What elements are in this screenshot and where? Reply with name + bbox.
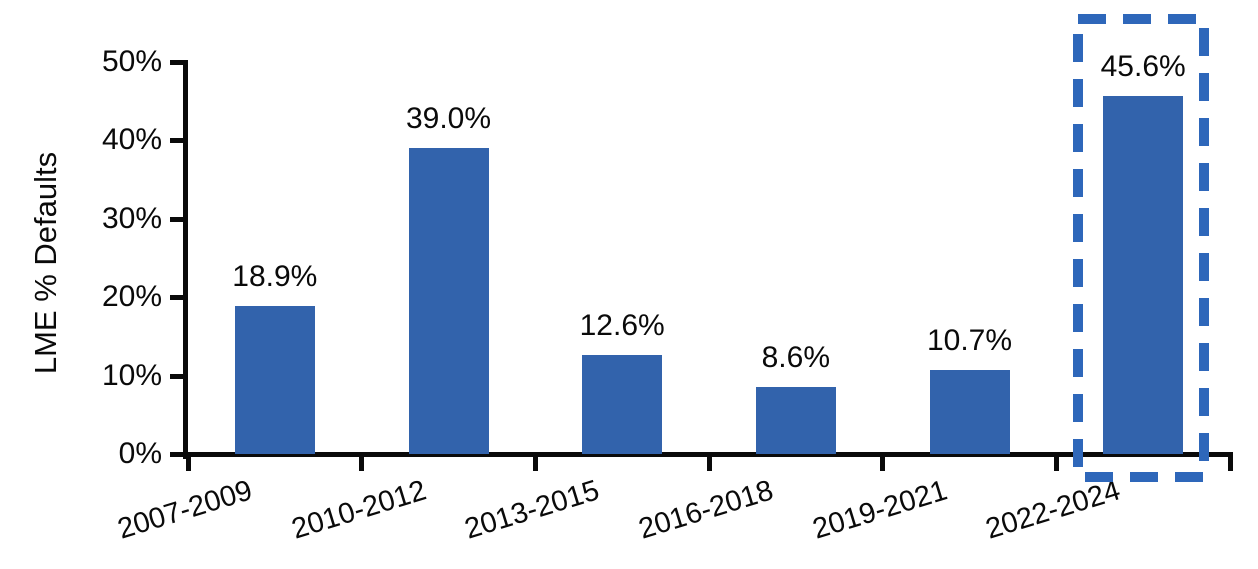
y-tick-label: 40% [101, 123, 162, 157]
bar-2013-2015 [582, 355, 663, 454]
bar-value-label: 18.9% [232, 259, 318, 293]
bar-2016-2018 [755, 386, 836, 454]
bar-value-label: 45.6% [1100, 50, 1186, 84]
y-tick-mark [170, 216, 183, 222]
bar-value-label: 39.0% [405, 102, 492, 136]
y-tick-mark [170, 60, 183, 65]
bar-value-label: 8.6% [761, 340, 831, 374]
x-tick-mark [359, 452, 365, 471]
x-tick-mark [1227, 452, 1233, 471]
y-tick-mark [170, 295, 183, 301]
x-category-label: 2022-2024 [982, 474, 1125, 546]
bar-2019-2021 [929, 370, 1010, 454]
bar-2007-2009 [234, 305, 315, 454]
x-category-label: 2016-2018 [634, 474, 777, 546]
bar-value-label: 12.6% [579, 309, 665, 343]
y-tick-label: 0% [118, 437, 162, 470]
bar-value-label: 10.7% [926, 324, 1013, 358]
bar-2022-2024 [1103, 96, 1184, 454]
bar-2010-2012 [408, 148, 489, 454]
x-category-label: 2013-2015 [461, 474, 604, 546]
y-tick-mark [170, 452, 183, 457]
y-tick-label: 50% [101, 45, 162, 78]
y-tick-label: 20% [101, 280, 162, 314]
x-tick-mark [880, 452, 886, 471]
y-tick-label: 10% [101, 358, 162, 392]
x-tick-mark [532, 452, 538, 471]
x-category-label: 2007-2009 [113, 474, 256, 546]
x-tick-mark [185, 452, 191, 471]
x-tick-mark [1053, 452, 1059, 471]
y-tick-label: 30% [101, 201, 162, 235]
x-category-label: 2010-2012 [287, 474, 430, 546]
x-category-label: 2019-2021 [808, 474, 951, 546]
y-axis-line [183, 60, 188, 459]
y-tick-mark [170, 138, 183, 144]
y-tick-mark [170, 373, 183, 379]
x-tick-mark [706, 452, 712, 471]
